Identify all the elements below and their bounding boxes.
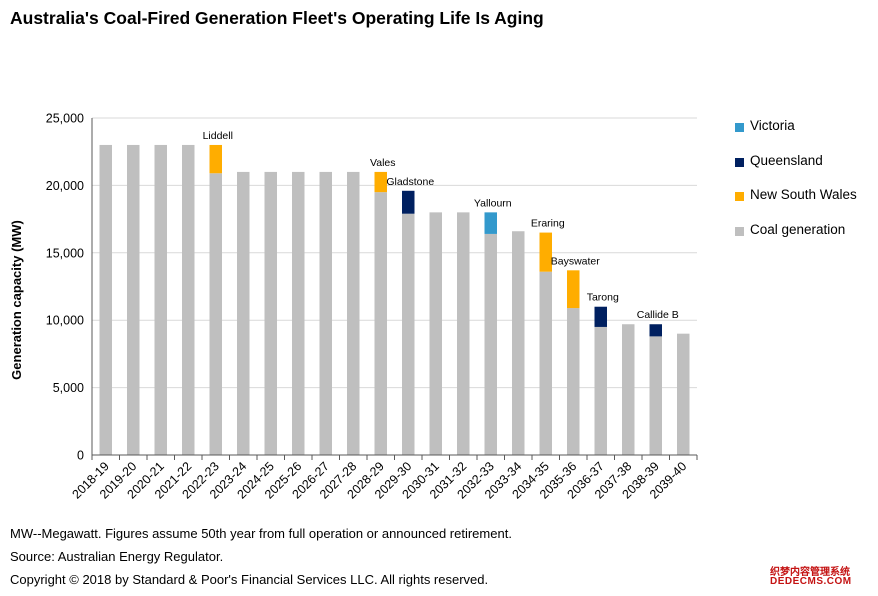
y-tick-label: 5,000 <box>53 381 84 395</box>
annotation-label: Yallourn <box>474 197 512 209</box>
footnote-copyright: Copyright © 2018 by Standard & Poor's Fi… <box>10 572 489 587</box>
bar-segment <box>264 171 277 456</box>
annotation-label: Liddell <box>203 130 233 142</box>
bar-segment <box>539 232 552 272</box>
x-tick-labels: 2018-192019-202020-212021-222022-232023-… <box>70 459 690 501</box>
bar-segment <box>99 144 112 455</box>
y-axis-label: Generation capacity (MW) <box>9 220 24 380</box>
bar-segment <box>622 324 635 455</box>
y-tick-labels: 0 5,000 10,000 15,000 20,000 25,000 <box>46 112 84 463</box>
legend-label: Victoria <box>750 118 795 133</box>
legend-swatch <box>735 157 744 167</box>
bar-segment <box>594 306 607 327</box>
bar-segment <box>402 190 415 214</box>
bar-segment <box>374 192 387 455</box>
bar-segment <box>677 333 690 455</box>
watermark-line-2: DEDECMS.COM <box>770 576 852 587</box>
y-tick-label: 25,000 <box>46 112 84 126</box>
legend-label: Queensland <box>750 152 823 168</box>
annotation-label: Callide B <box>637 309 679 321</box>
legend-swatch <box>735 123 744 132</box>
bar-segment <box>374 171 387 193</box>
bar-segment <box>347 171 360 456</box>
bar-segment <box>292 171 305 456</box>
y-tick-label: 10,000 <box>46 314 84 328</box>
bar-segment <box>429 212 442 455</box>
annotation-label: Gladstone <box>386 176 434 188</box>
bar-segment <box>512 231 525 455</box>
bar-segment <box>457 212 470 455</box>
bar-segment <box>209 144 222 174</box>
legend-swatch <box>735 226 744 236</box>
legend-label: Coal generation <box>750 221 846 237</box>
annotation-label: Vales <box>370 157 396 169</box>
bar-segment <box>649 336 662 455</box>
bar-segment <box>209 173 222 455</box>
annotation-label: Bayswater <box>551 255 601 267</box>
footnote-source: Source: Australian Energy Regulator. <box>10 549 224 564</box>
axes <box>91 118 698 460</box>
bar-segment <box>182 144 195 455</box>
bar-segment <box>649 324 662 337</box>
bar-segment <box>567 270 580 309</box>
annotations: Liddell Vales Gladstone Yallourn Eraring Bays… <box>203 130 679 321</box>
bar-segment <box>319 171 332 456</box>
bar-segment <box>484 233 497 455</box>
bar-segment <box>484 212 497 234</box>
y-tick-label: 15,000 <box>46 246 84 260</box>
bar-segment <box>567 308 580 455</box>
footnote-note: MW--Megawatt. Figures assume 50th year f… <box>10 526 512 541</box>
watermark-line-1: 织梦内容管理系统 <box>770 567 850 578</box>
bar-segment <box>402 213 415 455</box>
bar-segment <box>539 271 552 455</box>
annotation-label: Tarong <box>587 292 619 304</box>
bar-segment <box>594 326 607 455</box>
bar-segment <box>154 144 167 455</box>
legend-swatch <box>735 192 744 201</box>
bars <box>99 144 690 456</box>
y-tick-label: 20,000 <box>46 179 84 193</box>
y-tick-label: 0 <box>77 449 84 463</box>
legend-label: New South Wales <box>750 187 857 202</box>
bar-segment <box>127 144 140 455</box>
bar-segment <box>237 171 250 456</box>
annotation-label: Eraring <box>531 218 565 230</box>
chart-title: Australia's Coal-Fired Generation Fleet'… <box>10 8 544 28</box>
